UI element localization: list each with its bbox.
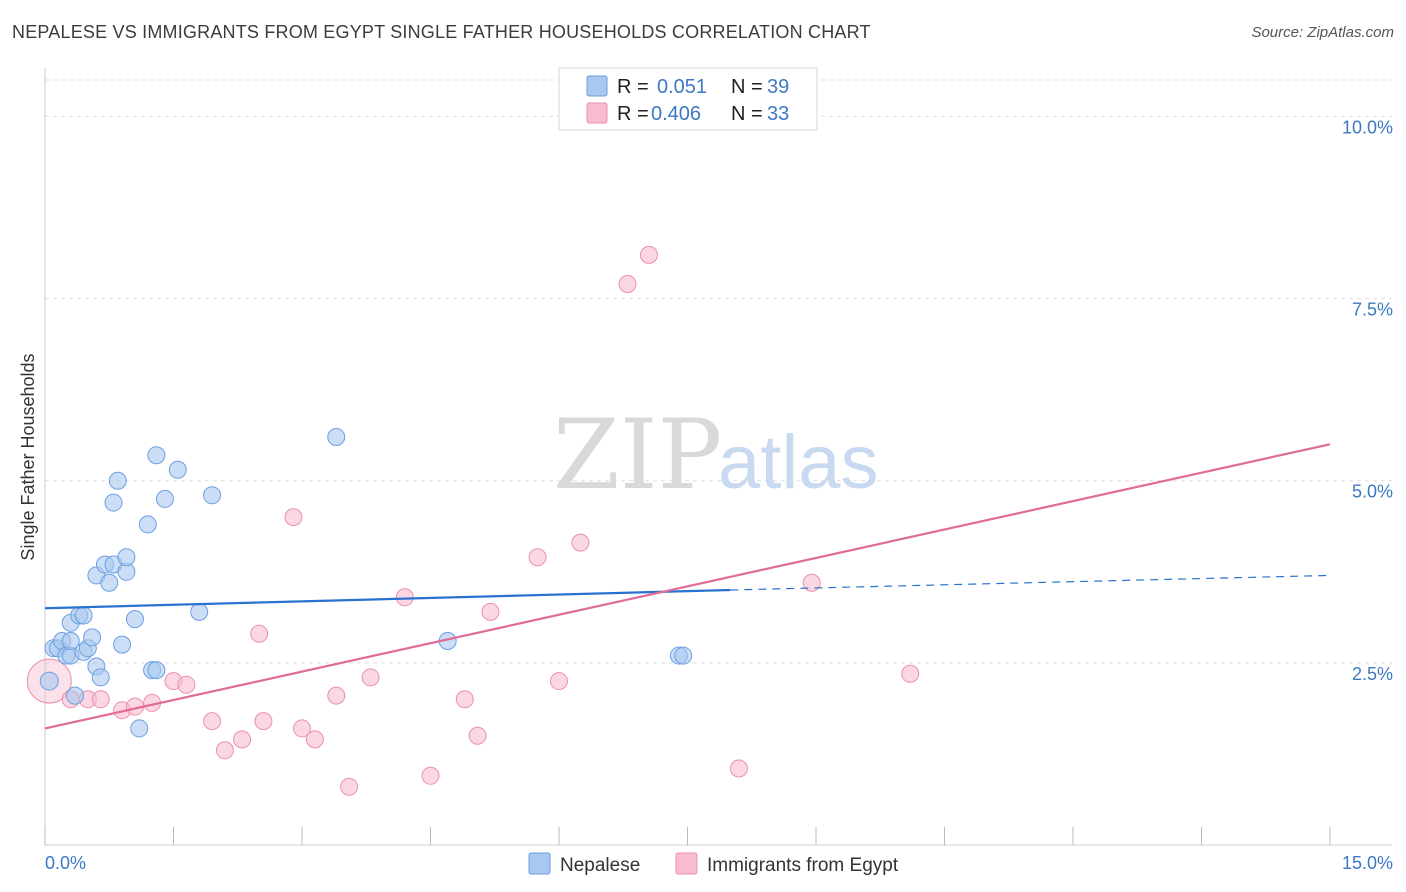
pink-point-29 [639, 245, 658, 264]
blue-point-24 [117, 548, 136, 567]
y-tick-label-1: 5.0% [1352, 482, 1393, 502]
blue-point-16 [91, 668, 110, 687]
legend-r-value-1: 0.051 [657, 76, 707, 98]
legend-swatch-blue [586, 75, 608, 97]
trend-lines [44, 443, 1331, 730]
x-tick-label-1: 15.0% [1342, 853, 1393, 873]
blue-point-35 [327, 428, 346, 446]
source-label: Source: ZipAtlas.com [1251, 24, 1394, 41]
pink-point-20 [395, 588, 414, 607]
bottom-legend-swatch-blue [528, 852, 551, 875]
chart-title: NEPALESE VS IMMIGRANTS FROM EGYPT SINGLE… [12, 22, 871, 42]
blue-point-31 [155, 489, 174, 508]
pink-point-9 [203, 712, 222, 731]
pink-point-31 [802, 573, 821, 592]
blue-point-0 [39, 671, 59, 691]
watermark-atlas: atlas [718, 420, 879, 505]
blue-point-29 [147, 446, 166, 465]
y-tick-label-0: 2.5% [1352, 664, 1393, 684]
pink-point-27 [571, 533, 590, 552]
pink-point-32 [901, 664, 920, 683]
blue-point-25 [125, 610, 144, 629]
pink-point-22 [455, 690, 474, 709]
blue-point-21 [108, 471, 127, 490]
x-tick-label-0: 0.0% [45, 853, 86, 873]
pink-trend-line [44, 443, 1331, 730]
blue-points [39, 428, 693, 738]
blue-trend-extension [730, 574, 1331, 591]
pink-point-10 [215, 741, 234, 760]
pink-point-18 [340, 777, 359, 796]
blue-point-34 [203, 486, 222, 505]
pink-points [26, 245, 920, 796]
pink-point-26 [550, 672, 568, 691]
legend-n-label-2: N = [731, 103, 763, 125]
blue-point-19 [104, 493, 123, 512]
legend-n-label-1: N = [731, 76, 763, 98]
legend-swatch-pink [586, 102, 608, 124]
bottom-legend: Nepalese Immigrants from Egypt [528, 852, 899, 876]
pink-point-21 [421, 766, 440, 785]
blue-point-13 [83, 628, 102, 647]
pink-point-13 [250, 624, 269, 643]
y-tick-label-3: 10.0% [1342, 117, 1393, 137]
bottom-legend-label-nepalese: Nepalese [560, 855, 640, 876]
pink-point-30 [729, 759, 748, 778]
bottom-legend-swatch-pink [675, 852, 698, 875]
blue-point-18 [100, 573, 119, 592]
legend-r-label-1: R = [617, 76, 649, 98]
legend-r-value-2: 0.406 [651, 103, 701, 125]
blue-trend-line [44, 588, 731, 610]
pink-point-15 [293, 719, 311, 738]
y-tick-label-2: 7.5% [1352, 300, 1393, 320]
blue-point-38 [674, 646, 693, 665]
pink-point-16 [305, 730, 324, 749]
blue-point-27 [138, 515, 157, 534]
pink-point-3 [91, 690, 110, 709]
pink-point-24 [481, 602, 500, 621]
pink-point-25 [528, 548, 547, 567]
blue-point-26 [130, 719, 149, 738]
grid-lines [45, 79, 1392, 664]
blue-point-8 [65, 686, 84, 705]
blue-point-32 [168, 460, 187, 479]
legend-r-label-2: R = [617, 103, 649, 125]
blue-point-33 [190, 602, 209, 621]
x-tick-labels: 0.0% 15.0% [45, 853, 1393, 873]
pink-point-28 [618, 275, 637, 293]
legend-box: R = 0.051 N = 39 R = 0.406 N = 33 [558, 67, 818, 131]
pink-point-19 [361, 668, 380, 687]
blue-point-22 [113, 635, 132, 654]
blue-point-6 [61, 632, 80, 650]
pink-point-14 [284, 508, 303, 527]
axes [44, 68, 1392, 846]
pink-point-17 [327, 686, 346, 705]
y-tick-labels: 2.5% 5.0% 7.5% 10.0% [1342, 117, 1393, 683]
pink-point-11 [233, 730, 252, 749]
blue-point-30 [147, 661, 166, 680]
blue-point-11 [74, 606, 93, 625]
watermark: ZIP atlas [553, 399, 879, 511]
legend-n-value-1: 39 [767, 76, 789, 98]
pink-point-23 [468, 726, 487, 745]
pink-point-12 [254, 712, 273, 731]
y-axis-title: Single Father Households [18, 353, 38, 560]
legend-n-value-2: 33 [767, 103, 789, 125]
watermark-zip: ZIP [553, 399, 722, 511]
bottom-legend-label-egypt: Immigrants from Egypt [707, 855, 899, 876]
pink-point-8 [177, 675, 196, 694]
